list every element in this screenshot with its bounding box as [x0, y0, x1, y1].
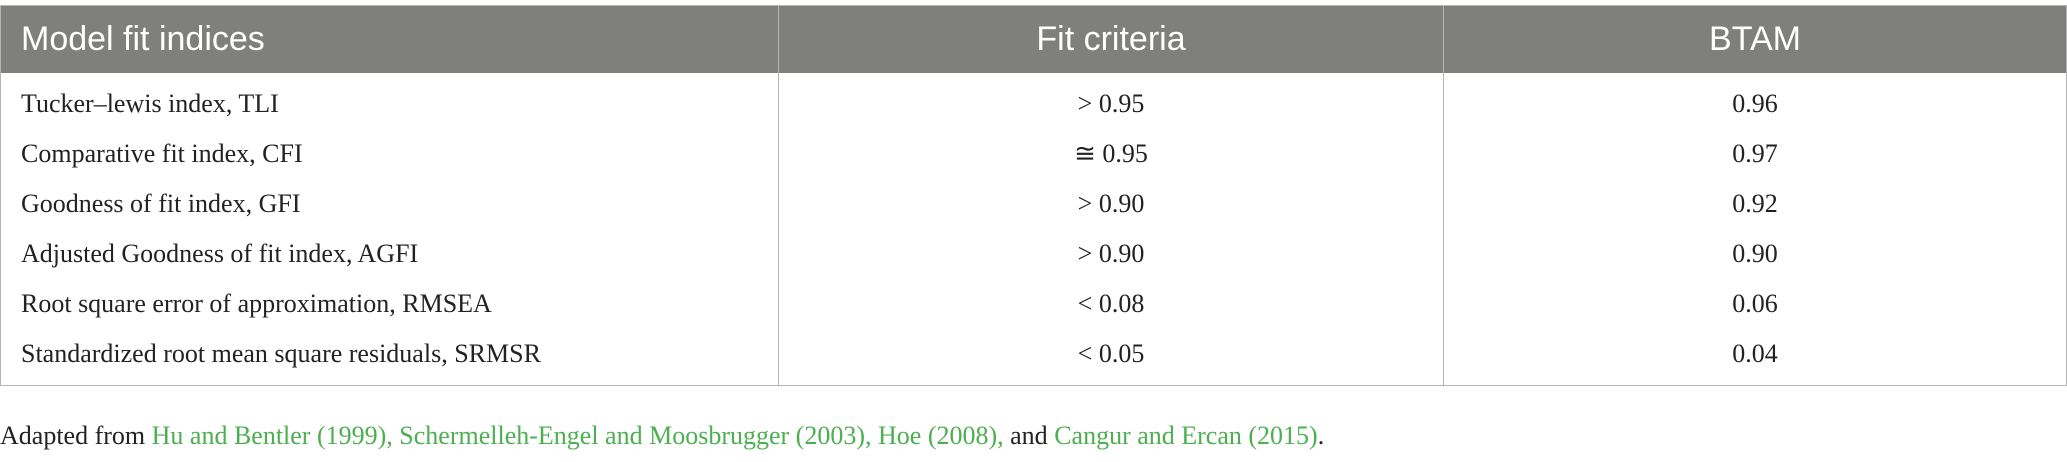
table-cell: < 0.05 [778, 329, 1444, 386]
table-cell: Goodness of fit index, GFI [21, 189, 301, 218]
table-cell: 0.90 [1443, 229, 2067, 279]
table-row: Goodness of fit index, GFI > 0.90 0.92 [1, 179, 2067, 229]
footnote-text: Adapted from [0, 421, 152, 450]
table-cell: Comparative fit index, CFI [21, 139, 303, 168]
reference-link[interactable]: Schermelleh-Engel and Moosbrugger (2003) [399, 421, 865, 450]
header-cell: Fit criteria [778, 5, 1444, 73]
table-cell: < 0.08 [778, 279, 1444, 329]
reference-link[interactable]: Hu and Bentler (1999) [151, 421, 387, 450]
table-cell: Tucker–lewis index, TLI [21, 89, 279, 118]
reference-link[interactable]: , [386, 421, 400, 450]
table-cell: > 0.95 [778, 73, 1444, 129]
fit-table: Model fit indices Fit criteria BTAM Tucker… [0, 5, 2067, 386]
table-cell: Root square error of approximation, RMSE… [21, 289, 492, 318]
table-cell: 0.04 [1443, 329, 2067, 386]
table-cell: Adjusted Goodness of fit index, AGFI [21, 239, 419, 268]
table-row: Standardized root mean square residuals,… [1, 329, 2067, 386]
header-row: Model fit indices Fit criteria BTAM [0, 5, 2067, 73]
table-row: Root square error of approximation, RMSE… [1, 279, 2067, 329]
table-row: Tucker–lewis index, TLI > 0.95 0.96 [1, 73, 2067, 129]
footnote-text: . [1317, 421, 1325, 450]
table-cell: 0.97 [1443, 129, 2067, 179]
table-cell: > 0.90 [778, 229, 1444, 279]
reference-link[interactable]: , [997, 421, 1004, 450]
table-cell: > 0.90 [778, 179, 1444, 229]
table-row: Adjusted Goodness of fit index, AGFI > 0.… [1, 229, 2067, 279]
reference-link[interactable]: , [865, 421, 878, 450]
footnote-text: and [1003, 421, 1055, 450]
table-cell: Standardized root mean square residuals,… [21, 339, 541, 368]
table-row: Comparative fit index, CFI ≅ 0.95 0.97 [1, 129, 2067, 179]
table-body: Tucker–lewis index, TLI > 0.95 0.96 Compara… [1, 73, 2067, 386]
header-cell: Model fit indices [0, 5, 779, 73]
reference-link[interactable]: Cangur and Ercan (2015) [1054, 421, 1318, 450]
table-cell: 0.06 [1443, 279, 2067, 329]
table-cell: 0.96 [1443, 73, 2067, 129]
table-cell: 0.92 [1443, 179, 2067, 229]
footnote: Adapted from Hu and Bentler (1999), Sche… [0, 421, 1324, 451]
table-cell: ≅ 0.95 [778, 129, 1444, 179]
header-cell: BTAM [1443, 5, 2067, 73]
reference-link[interactable]: Hoe (2008) [878, 421, 998, 450]
